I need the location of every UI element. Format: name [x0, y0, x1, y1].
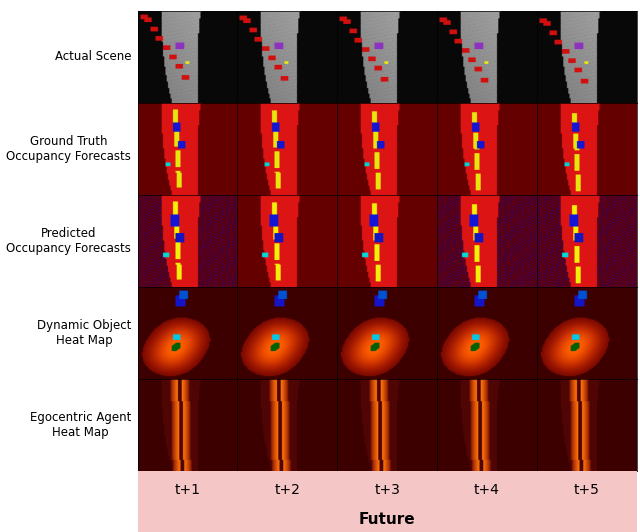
Text: t+1: t+1 [175, 484, 200, 497]
Text: t+5: t+5 [574, 484, 600, 497]
Text: Dynamic Object
Heat Map: Dynamic Object Heat Map [37, 319, 131, 347]
Text: Future: Future [359, 512, 415, 527]
Text: Predicted
Occupancy Forecasts: Predicted Occupancy Forecasts [6, 227, 131, 255]
Text: t+2: t+2 [275, 484, 300, 497]
Text: t+3: t+3 [374, 484, 400, 497]
Text: Ground Truth
Occupancy Forecasts: Ground Truth Occupancy Forecasts [6, 135, 131, 163]
Text: Egocentric Agent
Heat Map: Egocentric Agent Heat Map [30, 411, 131, 439]
Text: t+4: t+4 [474, 484, 500, 497]
Text: Actual Scene: Actual Scene [54, 50, 131, 63]
